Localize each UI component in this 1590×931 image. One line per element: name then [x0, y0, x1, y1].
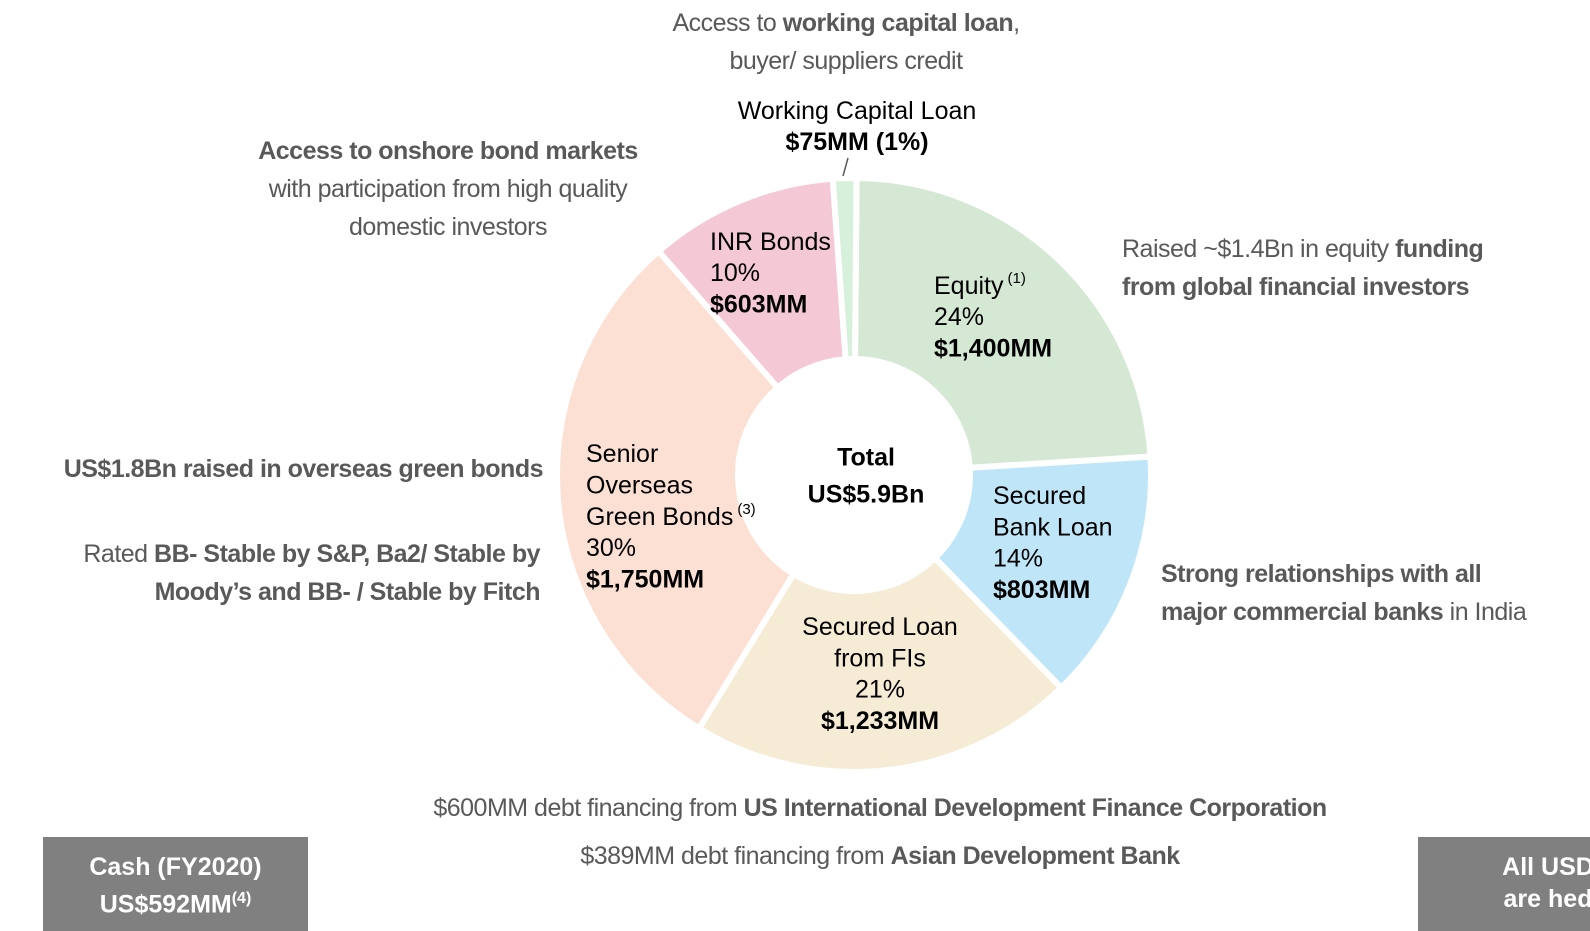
annotation-line: $389MM debt financing from Asian Develop… — [580, 837, 1181, 875]
annotation: $600MM debt financing from US Internatio… — [433, 789, 1328, 827]
leader-line — [842, 157, 849, 177]
annotation-line: major commercial banks in India — [1161, 593, 1527, 631]
annotation: US$1.8Bn raised in overseas green bonds — [63, 450, 544, 488]
annotation-text: with participation from high quality — [268, 175, 628, 203]
annotation-line: domestic investors — [258, 208, 638, 246]
annotation: Access to onshore bond markets with parti… — [258, 132, 638, 246]
annotation-line: Access to onshore bond markets — [258, 132, 638, 170]
annotation-text: Moody’s and BB- / Stable by Fitch — [154, 578, 541, 606]
annotation-text: , — [1013, 9, 1020, 37]
annotation-line: $600MM debt financing from US Internatio… — [433, 789, 1328, 827]
annotation: Access to working capital loan, buyer/ su… — [672, 4, 1020, 80]
info-box-text: are hed — [1503, 885, 1590, 913]
annotation-text: Access to — [672, 9, 783, 37]
donut-slice — [829, 175, 860, 363]
annotation-text: Asian Development Bank — [890, 842, 1181, 870]
annotation-line: from global financial investors — [1122, 268, 1483, 306]
share-label: 24% — [934, 303, 984, 331]
footnote-mark: (3) — [737, 501, 755, 518]
annotation-text: funding — [1395, 235, 1484, 263]
annotation-line: Moody’s and BB- / Stable by Fitch — [83, 573, 541, 611]
footnote-mark: (1) — [1007, 270, 1025, 287]
center-label: Total — [837, 444, 895, 472]
annotation-text: working capital loan — [782, 9, 1014, 37]
annotation-text: Rated — [83, 540, 155, 568]
slice-label: Bank Loan — [993, 513, 1113, 541]
annotation: Raised ~$1.4Bn in equity funding from glo… — [1122, 230, 1484, 306]
annotation-text: in India — [1443, 598, 1527, 626]
info-box-text: All USD — [1502, 853, 1590, 881]
value-label: $1,750MM — [586, 566, 704, 594]
share-label: 21% — [855, 676, 905, 704]
annotation-line: with participation from high quality — [258, 170, 638, 208]
slice-label-text: Equity — [934, 272, 1004, 300]
info-box-line: Cash (FY2020) — [43, 851, 308, 883]
slice-label: Equity (1) — [934, 270, 1026, 300]
slice-label: Secured Loan — [802, 613, 958, 641]
annotation-text: from global financial investors — [1122, 273, 1470, 301]
share-label: 30% — [586, 534, 636, 562]
slice-label: Working Capital Loan — [738, 97, 977, 125]
info-box-line: are hed — [1418, 883, 1590, 915]
slice-label-text: Overseas — [586, 471, 693, 499]
share-label: 10% — [710, 259, 760, 287]
annotation-line: Raised ~$1.4Bn in equity funding — [1122, 230, 1484, 268]
annotation-text: Access to onshore bond markets — [258, 137, 638, 165]
slice-label: INR Bonds — [710, 228, 831, 256]
slice-label-text: Working Capital Loan — [738, 97, 977, 125]
info-box: Cash (FY2020) US$592MM(4) — [43, 837, 308, 931]
annotation-line: buyer/ suppliers credit — [672, 42, 1019, 80]
donut-slice — [554, 247, 798, 733]
slice-label: Secured — [993, 482, 1086, 510]
donut-slice — [851, 174, 1154, 471]
slice-label: Overseas — [586, 471, 693, 499]
annotation-text: domestic investors — [348, 213, 548, 241]
footnote-mark: (4) — [231, 890, 252, 907]
value-label: $1,400MM — [934, 335, 1052, 363]
slice-label-text: Senior — [586, 440, 658, 468]
info-box-line: US$592MM(4) — [43, 883, 308, 920]
slice-label-text: from FIs — [834, 644, 926, 672]
slice-label-text: INR Bonds — [710, 228, 831, 256]
info-box: All USD are hed — [1418, 837, 1590, 931]
annotation: Rated BB- Stable by S&P, Ba2/ Stable by M… — [83, 535, 540, 611]
annotation: Strong relationships with all major comme… — [1161, 555, 1527, 631]
slice-label-text: Secured Loan — [802, 613, 958, 641]
info-box-line: All USD — [1418, 851, 1590, 883]
donut-slice — [694, 553, 1066, 775]
annotation-text: $600MM debt financing from — [433, 794, 744, 822]
value-label: $603MM — [710, 291, 807, 319]
value-label: $1,233MM — [821, 707, 939, 735]
annotation-text: $389MM debt financing from — [580, 842, 891, 870]
center-label: US$5.9Bn — [808, 481, 925, 509]
info-box-text: Cash (FY2020) — [89, 853, 262, 881]
donut-slice — [654, 175, 849, 392]
slice-label-text: Secured — [993, 482, 1086, 510]
annotation-text: Raised ~$1.4Bn in equity — [1122, 235, 1396, 263]
annotation-line: Rated BB- Stable by S&P, Ba2/ Stable by — [83, 535, 540, 573]
annotation-text: buyer/ suppliers credit — [729, 47, 963, 75]
annotation-text: US$1.8Bn raised in overseas green bonds — [63, 455, 544, 483]
value-label: $75MM (1%) — [785, 128, 928, 156]
annotation-line: Access to working capital loan, — [672, 4, 1020, 42]
annotation-line: US$1.8Bn raised in overseas green bonds — [63, 450, 544, 488]
annotation-text: Strong relationships with all — [1161, 560, 1482, 588]
slice-label: Senior — [586, 440, 658, 468]
annotation: $389MM debt financing from Asian Develop… — [580, 837, 1181, 875]
slice-label: from FIs — [834, 644, 926, 672]
slice-label-text: Bank Loan — [993, 513, 1113, 541]
annotation-text: major commercial banks — [1161, 598, 1444, 626]
annotation-text: BB- Stable by S&P, Ba2/ Stable by — [154, 540, 540, 568]
value-label: $803MM — [993, 576, 1090, 604]
share-label: 14% — [993, 545, 1043, 573]
annotation-text: US International Development Finance Cor… — [743, 794, 1328, 822]
info-box-text: US$592MM — [99, 890, 232, 919]
outer-ring — [551, 172, 1157, 778]
donut-slice — [930, 453, 1154, 692]
annotation-line: Strong relationships with all — [1161, 555, 1526, 593]
slice-label: Green Bonds (3) — [586, 501, 756, 531]
slice-label-text: Green Bonds — [586, 503, 733, 531]
